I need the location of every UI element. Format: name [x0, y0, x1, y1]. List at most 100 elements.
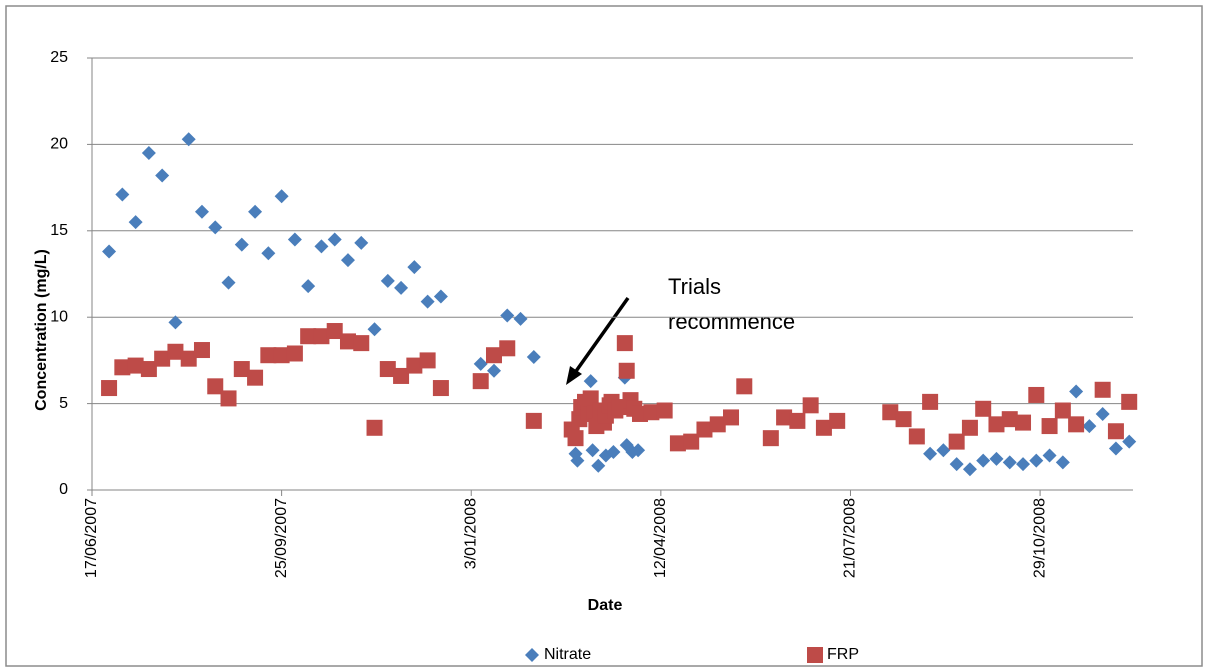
- point: [1054, 402, 1071, 419]
- point: [101, 380, 118, 397]
- point: [683, 433, 700, 450]
- point: [736, 378, 753, 395]
- point: [128, 215, 143, 230]
- annotation-arrow: [572, 296, 630, 376]
- legend-marker: [807, 647, 823, 663]
- point: [340, 253, 355, 268]
- point: [326, 323, 343, 340]
- point: [949, 457, 964, 472]
- annotation: Trials: [668, 274, 721, 299]
- point: [1029, 453, 1044, 468]
- point: [1121, 393, 1138, 410]
- point: [499, 340, 516, 357]
- point: [141, 146, 156, 161]
- point: [301, 279, 316, 294]
- point: [923, 446, 938, 461]
- point: [286, 345, 303, 362]
- x-tick-label: 12/04/2008: [652, 498, 669, 578]
- point: [606, 444, 621, 459]
- point: [513, 311, 528, 326]
- point: [709, 416, 726, 433]
- legend-marker: [525, 648, 539, 662]
- point: [393, 367, 410, 384]
- point: [975, 400, 992, 417]
- point: [379, 361, 396, 378]
- point: [1107, 423, 1124, 440]
- point: [274, 189, 289, 204]
- point: [618, 362, 635, 379]
- y-axis-title: Concentration (mg/L): [33, 249, 50, 411]
- point: [1042, 448, 1057, 463]
- point: [525, 412, 542, 429]
- legend-label: Nitrate: [544, 646, 591, 663]
- point: [367, 322, 382, 337]
- point: [233, 361, 250, 378]
- point: [962, 462, 977, 477]
- point: [339, 333, 356, 350]
- point: [591, 458, 606, 473]
- x-tick-label: 3/01/2008: [462, 498, 479, 569]
- point: [406, 357, 423, 374]
- point: [936, 443, 951, 458]
- point: [1094, 381, 1111, 398]
- point: [260, 347, 277, 364]
- point: [895, 411, 912, 428]
- point: [127, 357, 144, 374]
- point: [366, 419, 383, 436]
- point: [1041, 418, 1058, 435]
- point: [433, 289, 448, 304]
- point: [114, 359, 131, 376]
- point: [1016, 457, 1031, 472]
- point: [815, 419, 832, 436]
- point: [583, 374, 598, 389]
- point: [882, 404, 899, 421]
- point: [432, 380, 449, 397]
- point: [1055, 455, 1070, 470]
- legend-label: FRP: [827, 646, 859, 663]
- y-tick-label: 15: [50, 222, 68, 239]
- annotation-arrowhead: [566, 366, 582, 385]
- point: [287, 232, 302, 247]
- point: [314, 239, 329, 254]
- point: [168, 315, 183, 330]
- point: [643, 404, 660, 421]
- point: [1001, 411, 1018, 428]
- point: [631, 443, 646, 458]
- point: [1122, 434, 1137, 449]
- point: [273, 347, 290, 364]
- point: [1108, 441, 1123, 456]
- point: [1082, 419, 1097, 434]
- point: [313, 328, 330, 345]
- x-tick-label: 21/07/2008: [842, 498, 859, 578]
- y-tick-label: 0: [59, 481, 68, 498]
- y-tick-label: 25: [50, 49, 68, 66]
- x-axis-title: Date: [588, 597, 623, 614]
- point: [407, 260, 422, 275]
- point: [908, 428, 925, 445]
- point: [194, 204, 209, 219]
- point: [155, 168, 170, 183]
- point: [1028, 386, 1045, 403]
- y-tick-label: 5: [59, 395, 68, 412]
- point: [140, 361, 157, 378]
- point: [989, 451, 1004, 466]
- chart-border: [5, 5, 1203, 667]
- x-tick-label: 17/06/2007: [83, 498, 100, 578]
- point: [1002, 455, 1017, 470]
- point: [180, 350, 197, 367]
- point: [354, 235, 369, 250]
- point: [193, 342, 210, 359]
- point: [776, 409, 793, 426]
- point: [181, 132, 196, 147]
- point: [802, 397, 819, 414]
- y-tick-label: 20: [50, 136, 68, 153]
- point: [976, 453, 991, 468]
- point: [762, 430, 779, 447]
- point: [567, 430, 584, 447]
- point: [485, 347, 502, 364]
- point: [486, 363, 501, 378]
- point: [234, 237, 249, 252]
- point: [261, 246, 276, 261]
- point: [419, 352, 436, 369]
- point: [616, 335, 633, 352]
